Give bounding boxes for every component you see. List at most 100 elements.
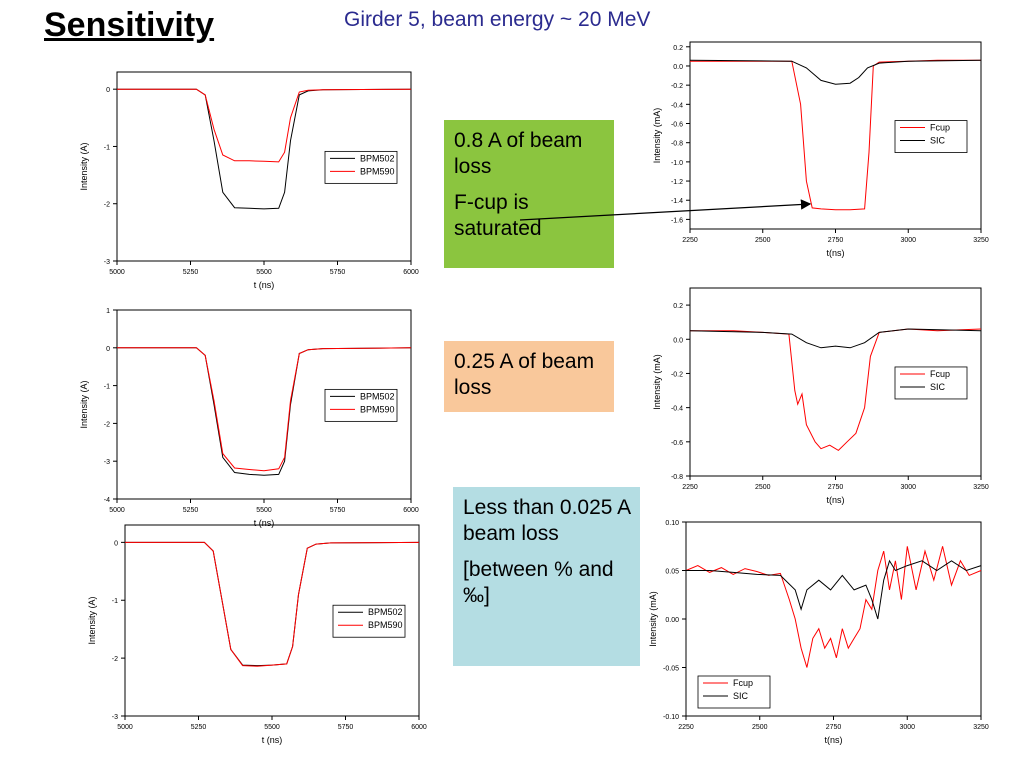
y-tick-label: -3 bbox=[104, 459, 110, 466]
x-tick-label: 5000 bbox=[109, 507, 125, 514]
y-tick-label: -0.8 bbox=[671, 474, 683, 481]
y-tick-label: 0 bbox=[114, 540, 118, 547]
y-axis-label: Intensity (A) bbox=[79, 142, 89, 190]
y-tick-label: 0.05 bbox=[665, 569, 679, 576]
x-tick-label: 5500 bbox=[256, 507, 272, 514]
x-tick-label: 2250 bbox=[682, 484, 698, 491]
y-tick-label: -3 bbox=[112, 714, 118, 721]
y-tick-label: -1 bbox=[104, 144, 110, 151]
x-tick-label: 2500 bbox=[752, 724, 768, 731]
y-tick-label: -0.2 bbox=[671, 371, 683, 378]
slide-title: Sensitivity bbox=[44, 6, 215, 44]
x-tick-label: 5500 bbox=[264, 724, 280, 731]
y-tick-label: 0.00 bbox=[665, 617, 679, 624]
y-tick-label: -0.4 bbox=[671, 406, 683, 413]
x-tick-label: 5250 bbox=[183, 269, 199, 276]
series-line-bpm502 bbox=[125, 541, 420, 667]
legend-box bbox=[697, 675, 771, 709]
legend-label: BPM502 bbox=[360, 153, 395, 163]
note-box-0.25A: 0.25 A of beam loss bbox=[444, 341, 614, 412]
legend-label: BPM590 bbox=[360, 404, 395, 414]
x-tick-label: 2750 bbox=[826, 724, 842, 731]
legend-label: BPM502 bbox=[360, 391, 395, 401]
x-tick-label: 5000 bbox=[117, 724, 133, 731]
x-axis-label: t(ns) bbox=[827, 495, 845, 505]
chart-fcup-sic-0.025A: -0.10 -0.05 0.00 0.05 0.10 2250 2500 2750 3000 32… bbox=[648, 520, 989, 745]
y-tick-label: -0.6 bbox=[671, 122, 683, 129]
series-line-bpm502 bbox=[117, 88, 412, 210]
y-tick-label: -3 bbox=[104, 259, 110, 266]
legend-label: BPM590 bbox=[360, 166, 395, 176]
x-tick-label: 5000 bbox=[109, 269, 125, 276]
legend-box bbox=[332, 604, 406, 638]
x-tick-label: 3000 bbox=[899, 724, 915, 731]
x-tick-label: 5750 bbox=[330, 269, 346, 276]
note-line: 0.8 A of beam loss bbox=[454, 129, 583, 178]
y-tick-label: -2 bbox=[104, 202, 110, 209]
y-tick-label: -0.10 bbox=[663, 714, 679, 721]
y-tick-label: 0.2 bbox=[673, 45, 683, 52]
chart-fcup-sic-0.25A: -0.8 -0.6 -0.4 -0.2 0.0 0.2 2250 2500 2750 3000 32… bbox=[652, 287, 989, 505]
series-line-sic bbox=[686, 559, 982, 620]
series-line-sic bbox=[689, 328, 982, 349]
y-tick-label: -1.6 bbox=[671, 217, 683, 224]
legend-label: Fcup bbox=[930, 123, 950, 133]
y-tick-label: -4 bbox=[104, 497, 110, 504]
y-axis-label: Intensity (mA) bbox=[652, 108, 662, 164]
note-line: Less than 0.025 A beam loss bbox=[463, 496, 630, 545]
x-axis-label: t (ns) bbox=[254, 518, 275, 528]
legend-label: SIC bbox=[930, 136, 946, 146]
note-box-0.025A: Less than 0.025 A beam loss [between % a… bbox=[453, 487, 640, 666]
y-tick-label: 0 bbox=[106, 87, 110, 94]
y-tick-label: -1.0 bbox=[671, 160, 683, 167]
series-line-fcup bbox=[685, 546, 982, 668]
x-tick-label: 5250 bbox=[183, 507, 199, 514]
y-tick-label: -1 bbox=[104, 384, 110, 391]
y-tick-label: 0.10 bbox=[665, 520, 679, 527]
note-line: F-cup is saturated bbox=[454, 191, 542, 240]
y-axis-label: Intensity (mA) bbox=[652, 354, 662, 410]
series-line-bpm590 bbox=[117, 88, 412, 163]
x-tick-label: 2250 bbox=[678, 724, 694, 731]
x-tick-label: 2500 bbox=[755, 484, 771, 491]
series-line-sic bbox=[689, 59, 982, 85]
x-tick-label: 5250 bbox=[191, 724, 207, 731]
x-axis-label: t(ns) bbox=[827, 248, 845, 258]
y-tick-label: 0.0 bbox=[673, 337, 683, 344]
x-tick-label: 6000 bbox=[403, 269, 419, 276]
legend-label: Fcup bbox=[733, 678, 753, 688]
x-tick-label: 2250 bbox=[682, 237, 698, 244]
legend-box bbox=[324, 388, 398, 422]
x-tick-label: 6000 bbox=[411, 724, 427, 731]
y-tick-label: -0.8 bbox=[671, 141, 683, 148]
x-tick-label: 3000 bbox=[900, 484, 916, 491]
x-tick-label: 3250 bbox=[973, 724, 989, 731]
legend-label: Fcup bbox=[930, 369, 950, 379]
x-tick-label: 6000 bbox=[403, 507, 419, 514]
y-tick-label: -1.2 bbox=[671, 179, 683, 186]
chart-bpm-0.25A: -4 -3 -2 -1 0 1 5000 5250 5500 5750 6000 t (ns) Inte… bbox=[79, 308, 419, 528]
legend-label: SIC bbox=[930, 382, 946, 392]
x-tick-label: 5500 bbox=[256, 269, 272, 276]
legend-label: SIC bbox=[733, 691, 749, 701]
y-tick-label: 1 bbox=[106, 308, 110, 315]
legend-box bbox=[324, 150, 398, 184]
x-tick-label: 3000 bbox=[900, 237, 916, 244]
x-tick-label: 2750 bbox=[828, 237, 844, 244]
y-tick-label: -0.05 bbox=[663, 666, 679, 673]
y-tick-label: -1.4 bbox=[671, 198, 683, 205]
note-line: 0.25 A of beam loss bbox=[454, 350, 595, 399]
series-line-fcup bbox=[690, 328, 982, 452]
y-tick-label: -0.2 bbox=[671, 83, 683, 90]
x-tick-label: 2500 bbox=[755, 237, 771, 244]
y-tick-label: 0.0 bbox=[673, 64, 683, 71]
legend-label: BPM590 bbox=[368, 620, 403, 630]
x-tick-label: 5750 bbox=[330, 507, 346, 514]
x-tick-label: 3250 bbox=[973, 237, 989, 244]
x-tick-label: 2750 bbox=[828, 484, 844, 491]
chart-bpm-0.8A: -3 -2 -1 0 5000 5250 5500 5750 6000 t (ns) Intensi… bbox=[79, 71, 419, 290]
y-tick-label: -1 bbox=[112, 598, 118, 605]
chart-bpm-0.025A: -3 -2 -1 0 5000 5250 5500 5750 6000 t (ns) Intensi… bbox=[87, 524, 427, 745]
x-tick-label: 3250 bbox=[973, 484, 989, 491]
legend-box bbox=[894, 366, 968, 400]
